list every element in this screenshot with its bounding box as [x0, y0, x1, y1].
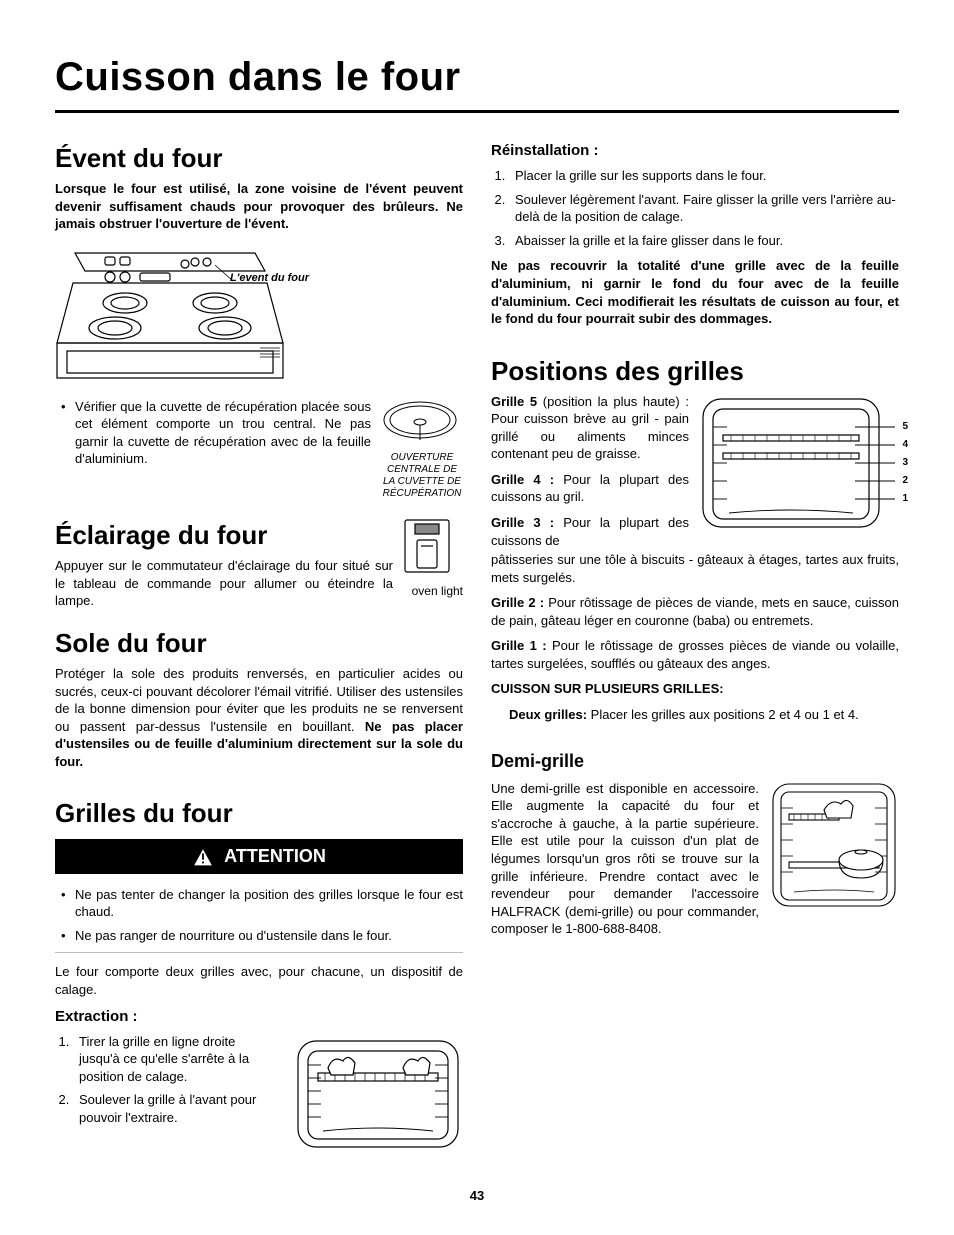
attention-box: ATTENTION — [55, 839, 463, 873]
page-number: 43 — [55, 1187, 899, 1205]
sole-heading: Sole du four — [55, 626, 463, 661]
grilles-bullet-2: Ne pas ranger de nourriture ou d'ustensi… — [61, 927, 463, 945]
rack-label-2: 2 — [902, 474, 908, 488]
two-racks-body: Placer les grilles aux positions 2 et 4 … — [587, 707, 859, 722]
grille2-p: Grille 2 : Pour rôtissage de pièces de v… — [491, 594, 899, 629]
reinstall-warning: Ne pas recouvrir la totalité d'une grill… — [491, 257, 899, 327]
extraction-step-1: Tirer la grille en ligne droite jusqu'à … — [73, 1033, 273, 1086]
half-rack-svg — [769, 780, 899, 910]
multi-rack-heading: CUISSON SUR PLUSIEURS GRILLES: — [491, 680, 899, 698]
rack-extract-svg — [283, 1033, 463, 1153]
eclairage-heading: Éclairage du four — [55, 518, 393, 553]
event-warning: Lorsque le four est utilisé, la zone voi… — [55, 180, 463, 233]
left-column: Évent du four Lorsque le four est utilis… — [55, 141, 463, 1157]
extraction-heading: Extraction : — [55, 1007, 463, 1027]
grille3-label: Grille 3 : — [491, 515, 554, 530]
drip-pan-caption: OUVERTURE CENTRALE DE LA CUVETTE DE RÉCU… — [381, 452, 463, 500]
stove-svg — [55, 243, 285, 388]
rack-label-3: 3 — [902, 456, 908, 470]
two-column-layout: Évent du four Lorsque le four est utilis… — [55, 141, 899, 1157]
reinstall-heading: Réinstallation : — [491, 141, 899, 161]
grille1-label: Grille 1 : — [491, 638, 547, 653]
right-column: Réinstallation : Placer la grille sur le… — [491, 141, 899, 1157]
demi-body: Une demi-grille est disponible en access… — [491, 780, 759, 938]
grille1-p: Grille 1 : Pour le rôtissage de grosses … — [491, 637, 899, 672]
divider — [55, 952, 463, 953]
grilles-bullet-1: Ne pas tenter de changer la position des… — [61, 886, 463, 921]
grille5-label: Grille 5 — [491, 394, 537, 409]
event-heading: Évent du four — [55, 141, 463, 176]
page-title: Cuisson dans le four — [55, 50, 899, 113]
grille2-label: Grille 2 : — [491, 595, 544, 610]
positions-heading: Positions des grilles — [491, 354, 899, 389]
light-switch-svg — [403, 518, 451, 574]
two-racks-label: Deux grilles: — [509, 707, 587, 722]
demi-heading: Demi-grille — [491, 749, 899, 773]
grille4-label: Grille 4 : — [491, 472, 554, 487]
grille3-p: Grille 3 : Pour la plupart des cuissons … — [491, 514, 689, 549]
attention-label: ATTENTION — [224, 844, 326, 868]
rack-label-5: 5 — [902, 420, 908, 434]
grille4-p: Grille 4 : Pour la plupart des cuissons … — [491, 471, 689, 506]
drip-pan-svg — [381, 398, 459, 448]
reinstall-step-3: Abaisser la grille et la faire glisser d… — [509, 232, 899, 250]
rack-label-1: 1 — [902, 492, 908, 506]
stove-figure: L'event du four — [55, 243, 463, 388]
grille3-cont: pâtisseries sur une tôle à biscuits - gâ… — [491, 551, 899, 586]
rack-label-4: 4 — [902, 438, 908, 452]
extraction-step-2: Soulever la grille à l'avant pour pouvoi… — [73, 1091, 273, 1126]
stove-vent-label: L'event du four — [230, 271, 309, 286]
grilles-heading: Grilles du four — [55, 796, 463, 831]
two-racks-p: Deux grilles: Placer les grilles aux pos… — [509, 706, 899, 724]
grille1-body: Pour le rôtissage de grosses pièces de v… — [491, 638, 899, 671]
grilles-intro: Le four comporte deux grilles avec, pour… — [55, 963, 463, 998]
rack-positions-svg — [699, 393, 899, 533]
warning-icon — [192, 847, 214, 867]
grille2-body: Pour rôtissage de pièces de viande, mets… — [491, 595, 899, 628]
eclairage-body: Appuyer sur le commutateur d'éclairage d… — [55, 557, 393, 610]
ovenlight-label: oven light — [403, 583, 463, 599]
event-bullet: Vérifier que la cuvette de récupération … — [61, 398, 371, 468]
reinstall-step-2: Soulever légèrement l'avant. Faire gliss… — [509, 191, 899, 226]
sole-body: Protéger la sole des produits renversés,… — [55, 665, 463, 770]
grille5-p: Grille 5 (position la plus haute) : Pour… — [491, 393, 689, 463]
reinstall-step-1: Placer la grille sur les supports dans l… — [509, 167, 899, 185]
